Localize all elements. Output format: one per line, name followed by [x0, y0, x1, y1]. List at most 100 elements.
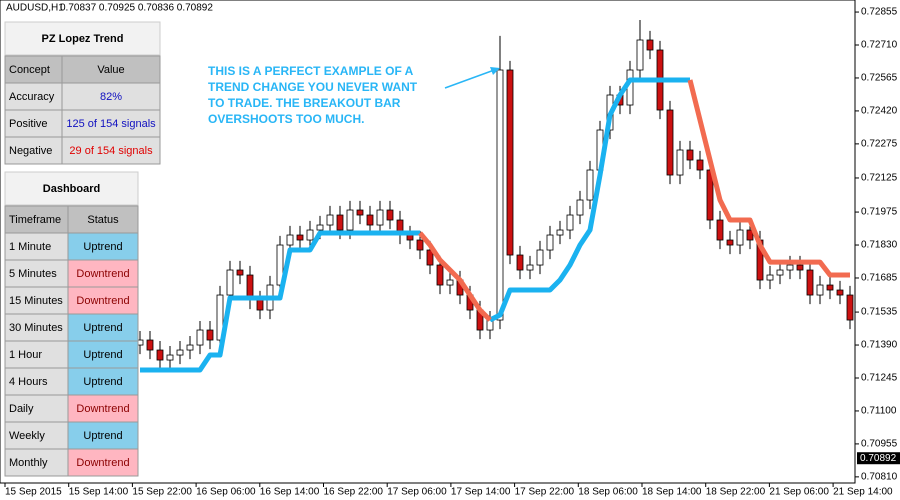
symbol-header: AUDUSD,H1	[6, 3, 64, 14]
annotation: OVERSHOOTS TOO MUCH.	[208, 112, 364, 126]
y-tick-label: 0.72125	[861, 173, 898, 184]
trend-line	[140, 230, 420, 373]
x-tick-label: 17 Sep 22:00	[515, 487, 575, 498]
candle-body	[506, 69, 514, 256]
x-tick-label: 16 Sep 22:00	[324, 487, 384, 498]
candle-body	[646, 39, 654, 51]
arrow-head	[490, 67, 500, 75]
x-tick-label: 16 Sep 14:00	[260, 487, 320, 498]
candle-body	[716, 219, 724, 241]
header-cell	[4, 205, 69, 234]
candle-body	[336, 214, 344, 231]
table-cell	[4, 394, 69, 423]
panel-title-box	[4, 171, 139, 206]
last-price: 0.70892	[860, 453, 897, 464]
candle-body	[306, 229, 314, 241]
candle-body	[666, 109, 674, 176]
table-cell	[4, 448, 69, 477]
candle-body	[146, 339, 154, 351]
cell-text: 1 Minute	[9, 241, 51, 253]
candle-body	[176, 349, 184, 356]
y-tick-label: 0.71975	[861, 207, 898, 218]
candle-body	[326, 214, 334, 226]
x-tick-label: 15 Sep 2015	[5, 487, 62, 498]
candle-body	[166, 354, 174, 361]
table-cell	[67, 340, 139, 369]
candle-body	[206, 329, 214, 341]
y-tick-label: 0.71100	[861, 406, 897, 417]
cell-text: 125 of 154 signals	[66, 118, 156, 130]
table-cell	[4, 109, 63, 138]
x-tick-label: 15 Sep 22:00	[132, 487, 192, 498]
trend-line	[687, 79, 850, 278]
candle-body	[726, 239, 734, 246]
x-tick-label: 17 Sep 06:00	[387, 487, 447, 498]
table-cell	[67, 259, 139, 288]
candle-body	[316, 224, 324, 231]
cell-text: 4 Hours	[9, 376, 48, 388]
candle-body	[516, 254, 524, 271]
header-label: Timeframe	[9, 214, 61, 226]
candle-body	[526, 264, 534, 271]
candle-body	[696, 159, 704, 171]
y-tick-label: 0.70955	[861, 439, 898, 450]
candle-body	[796, 264, 804, 271]
cell-text: 5 Minutes	[9, 268, 57, 280]
cell-text: 1 Hour	[9, 349, 42, 361]
cell-text: Downtrend	[76, 403, 129, 415]
candle-body	[386, 209, 394, 221]
x-tick-label: 18 Sep 22:00	[706, 487, 766, 498]
trend-line	[488, 77, 690, 323]
header-label: Status	[87, 214, 119, 226]
x-tick-label: 15 Sep 14:00	[69, 487, 129, 498]
table-cell	[67, 313, 139, 342]
y-tick-label: 0.72275	[861, 139, 898, 150]
y-tick-label: 0.70810	[861, 472, 898, 483]
cell-text: 30 Minutes	[9, 322, 63, 334]
candle-body	[776, 269, 784, 276]
cell-text: Weekly	[9, 430, 45, 442]
table-cell	[67, 421, 139, 450]
x-tick-label: 21 Sep 06:00	[769, 487, 829, 498]
candle-body	[836, 289, 844, 296]
candle-body	[196, 329, 204, 346]
cell-text: 82%	[100, 91, 122, 103]
cell-text: Positive	[9, 118, 48, 130]
y-tick-label: 0.72855	[861, 7, 898, 18]
candle-body	[806, 269, 814, 296]
y-tick-label: 0.71245	[861, 373, 898, 384]
y-tick-label: 0.72710	[861, 40, 898, 51]
candle-body	[736, 229, 744, 246]
cell-text: Downtrend	[76, 457, 129, 469]
candle-body	[186, 344, 194, 351]
cell-text: Uptrend	[83, 322, 122, 334]
annotation-arrow	[444, 68, 498, 89]
candle-body	[406, 234, 414, 241]
candle-body	[276, 244, 284, 286]
x-tick-label: 18 Sep 14:00	[642, 487, 702, 498]
candle-body	[446, 279, 454, 286]
candle-body	[216, 294, 224, 341]
ohlc-header: 0.70837 0.70925 0.70836 0.70892	[60, 3, 213, 14]
candle-body	[586, 169, 594, 201]
candle-body	[496, 69, 504, 321]
candle-body	[366, 214, 374, 226]
cell-text: Uptrend	[83, 430, 122, 442]
candle-body	[636, 39, 644, 71]
cell-text: Accuracy	[9, 91, 55, 103]
cell-text: Downtrend	[76, 268, 129, 280]
panel-title: PZ Lopez Trend	[42, 33, 124, 45]
candle-body	[746, 229, 754, 241]
annotation: TREND CHANGE YOU NEVER WANT	[208, 80, 418, 94]
candle-body	[226, 269, 234, 296]
annotation: THIS IS A PERFECT EXAMPLE OF A	[208, 64, 414, 78]
trend-line	[418, 231, 492, 322]
cell-text: 29 of 154 signals	[69, 145, 153, 157]
y-tick-label: 0.71685	[861, 273, 898, 284]
y-tick-label: 0.71390	[861, 340, 898, 351]
candle-body	[426, 249, 434, 266]
header-cell	[61, 55, 161, 84]
candle-body	[766, 274, 774, 281]
candle-body	[346, 209, 354, 231]
candle-body	[786, 264, 794, 271]
